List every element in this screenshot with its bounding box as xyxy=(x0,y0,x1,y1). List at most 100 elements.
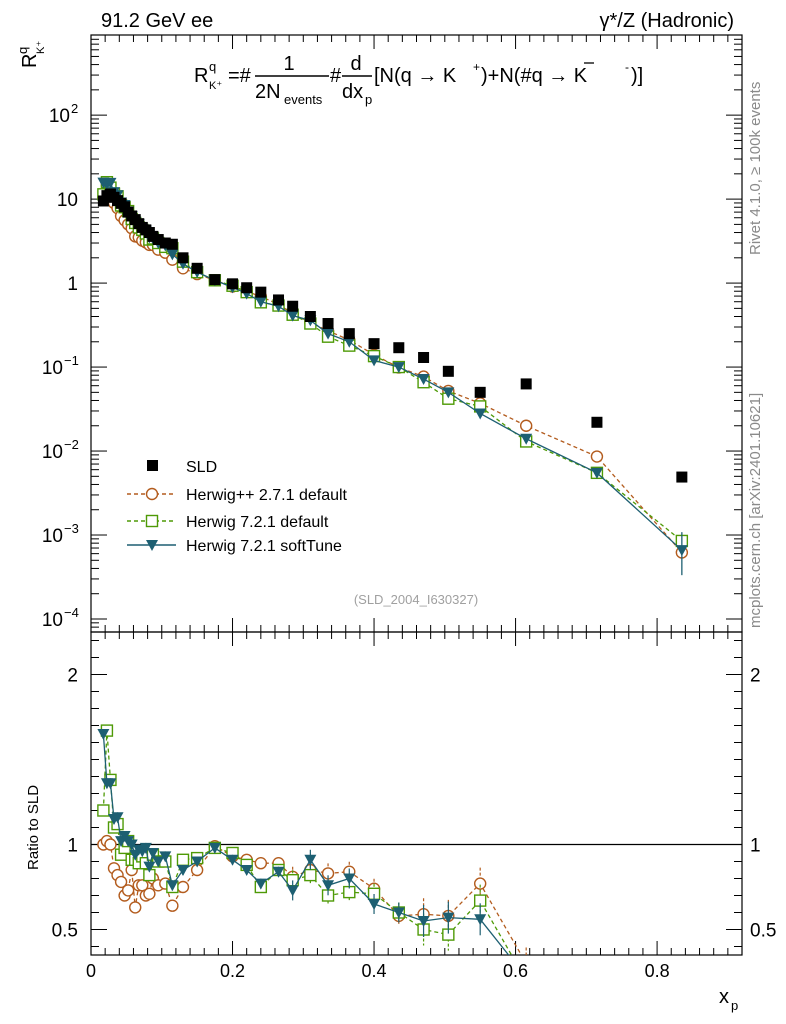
ratio-point-herwig-7-2-1-softtune xyxy=(166,880,179,892)
legend: SLD Herwig++ 2.7.1 default Herwig 7.2.1 … xyxy=(127,459,348,555)
data-point-sld xyxy=(368,338,380,350)
main-y-tick-exponent: −4 xyxy=(64,605,79,620)
formula-tail-a-sup: + xyxy=(473,60,480,74)
data-point-sld xyxy=(209,274,221,286)
ratio-point-herwig-7-2-1-softtune xyxy=(286,885,299,897)
x-tick-label: 0.2 xyxy=(220,961,245,981)
main-y-tick-exponent: −1 xyxy=(64,353,79,368)
ratio-y-tick-label-right: 2 xyxy=(750,666,761,687)
ratio-point-herwig-7-2-1-softtune xyxy=(322,880,335,892)
main-plot-marks xyxy=(97,175,689,576)
ratio-point-herwig-7-2-1-softtune xyxy=(191,856,204,868)
formula-r: R xyxy=(194,65,208,87)
legend-label-herwig7-default: Herwig 7.2.1 default xyxy=(186,514,329,531)
y-axis-label-main: R xyxy=(19,54,41,68)
data-point-herwig-7-2-1-softtune xyxy=(104,177,117,189)
ratio-point-herwig-7-2-1-softtune xyxy=(104,778,117,790)
ratio-y-tick-label: 2 xyxy=(67,666,78,687)
data-point-herwig-7-2-1-softtune xyxy=(520,433,533,445)
data-point-sld xyxy=(474,386,486,398)
ratio-point-herwig-2-7-1-default xyxy=(114,875,128,889)
data-point-herwig-7-2-1-softtune xyxy=(322,328,335,340)
data-point-herwig-2-7-1-default xyxy=(519,419,533,432)
ratio-plot-border xyxy=(90,631,743,956)
main-y-tick-label: 10 xyxy=(42,610,63,631)
ratio-point-herwig-2-7-1-default xyxy=(473,877,487,890)
ratio-point-herwig-7-2-1-softtune xyxy=(152,856,165,868)
ratio-plot-marks xyxy=(97,724,527,955)
data-point-sld xyxy=(273,294,285,306)
ratio-point-herwig-7-2-1-softtune xyxy=(208,842,221,854)
legend-marker-herwig7-softtune xyxy=(146,540,158,551)
legend-label-sld: SLD xyxy=(186,459,217,476)
formula-num2: d xyxy=(350,53,361,75)
ratio-point-herwig-7-2-1-softtune xyxy=(111,812,124,824)
x-axis-label-sub: p xyxy=(731,998,738,1013)
data-point-herwig-7-2-1-softtune xyxy=(392,362,405,374)
data-point-sld xyxy=(191,262,203,274)
data-point-sld xyxy=(255,286,267,298)
data-point-sld xyxy=(177,252,189,264)
data-point-herwig-7-2-1-softtune xyxy=(442,387,455,399)
main-y-tick-label: 10 xyxy=(42,358,63,379)
ratio-point-herwig-7-2-1-softtune xyxy=(176,865,189,876)
formula-num1: 1 xyxy=(283,53,294,75)
data-point-sld xyxy=(393,342,405,354)
data-point-sld xyxy=(159,237,171,249)
ratio-y-tick-label: 1 xyxy=(67,836,78,857)
ratio-point-herwig-7-2-1-softtune xyxy=(474,914,487,926)
ratio-point-herwig-7-2-1-softtune xyxy=(240,865,253,876)
legend-entry-herwig7-default: Herwig 7.2.1 default xyxy=(127,514,329,531)
data-point-sld xyxy=(166,238,178,250)
ratio-point-herwig-7-2-1-softtune xyxy=(125,839,138,851)
formula-tail-b: )+N(#q → K xyxy=(481,65,588,87)
data-point-herwig-7-2-1-softtune xyxy=(166,249,179,261)
main-y-tick-exponent: −3 xyxy=(64,521,79,536)
legend-marker-sld xyxy=(147,460,158,471)
ratio-point-herwig-2-7-1-default xyxy=(254,857,268,870)
data-point-sld xyxy=(591,416,603,428)
formula-tail-b-sup: - xyxy=(625,60,629,74)
ratio-series-herwig-7-2-1-softtune xyxy=(97,729,510,955)
data-point-sld xyxy=(442,365,454,377)
y-axis-label-sub: K⁺ xyxy=(35,41,47,54)
x-axis-label: x p xyxy=(719,986,738,1013)
data-point-sld xyxy=(343,328,355,340)
ratio-point-herwig-7-2-1-softtune xyxy=(442,912,455,924)
ratio-point-herwig-7-2-1-softtune xyxy=(159,851,172,863)
legend-marker-herwigpp xyxy=(145,487,159,501)
formula-tail-c: )] xyxy=(631,65,643,87)
formula-eq: =# xyxy=(228,65,252,87)
ratio-y-tick-label-right: 1 xyxy=(750,836,761,857)
legend-label-herwigpp: Herwig++ 2.7.1 default xyxy=(186,487,348,504)
main-y-tick-label: 10 xyxy=(42,442,63,463)
data-point-herwig-7-2-1-softtune xyxy=(368,355,381,367)
ratio-point-herwig-2-7-1-default xyxy=(176,880,190,894)
main-series-sld xyxy=(97,188,688,483)
title-left: 91.2 GeV ee xyxy=(101,10,213,32)
ratio-point-herwig-7-2-1-default xyxy=(304,868,317,882)
ratio-point-herwig-7-2-1-softtune xyxy=(143,861,156,873)
main-y-tick-exponent: 2 xyxy=(71,101,78,116)
formula-tail-a: [N(q → K xyxy=(374,65,457,87)
ratio-point-herwig-7-2-1-softtune xyxy=(254,878,267,890)
data-point-herwig-7-2-1-softtune xyxy=(286,310,299,322)
data-point-sld xyxy=(304,311,316,323)
formula-hash: # xyxy=(330,65,342,87)
formula-r-sub: K⁺ xyxy=(209,80,222,92)
formula-den1: 2N xyxy=(255,81,281,103)
data-point-sld xyxy=(287,300,299,312)
legend-marker-herwig7-default xyxy=(145,514,159,528)
y-axis-label-sup: q xyxy=(15,47,30,54)
ratio-series-group xyxy=(97,724,527,955)
ratio-plot-frame: 0 0.2 0.4 0.6 0.8 0.5 0.5 1 1 2 2 xyxy=(52,631,776,981)
ratio-point-herwig-7-2-1-softtune xyxy=(304,854,317,866)
data-point-herwig-7-2-1-softtune xyxy=(474,408,487,420)
data-point-sld xyxy=(676,471,688,483)
ratio-point-herwig-7-2-1-default xyxy=(176,853,190,866)
ratio-y-tick-label: 0.5 xyxy=(52,921,78,942)
legend-entry-herwig7-softtune: Herwig 7.2.1 softTune xyxy=(127,538,342,555)
ratio-point-herwig-7-2-1-softtune xyxy=(343,873,356,885)
